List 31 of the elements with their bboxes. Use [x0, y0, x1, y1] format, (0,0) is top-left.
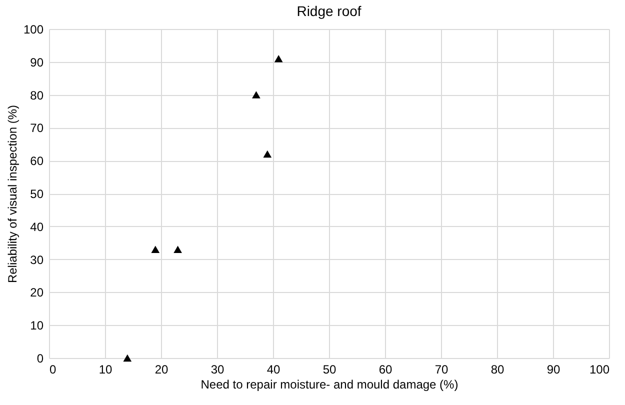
y-axis-title: Reliability of visual inspection (%)	[5, 104, 20, 284]
point	[274, 54, 283, 62]
y-tick-label: 100	[23, 22, 44, 36]
point	[252, 91, 260, 98]
x-tick-label: 10	[98, 362, 112, 376]
chart-title: Ridge roof	[296, 3, 362, 19]
x-tick-label: 20	[154, 362, 168, 376]
x-tick-label: 0	[50, 362, 56, 376]
point	[123, 354, 132, 362]
y-tick-label: 70	[30, 121, 44, 136]
x-tick-label: 80	[490, 362, 504, 376]
y-tick-label: 90	[30, 55, 44, 70]
x-tick-label: 40	[266, 362, 280, 376]
y-tick-label: 80	[30, 88, 44, 102]
y-tick-label: 50	[30, 187, 44, 201]
x-tick-label: 100	[589, 362, 610, 376]
y-tick-label: 20	[30, 286, 44, 300]
point	[263, 150, 272, 158]
point	[151, 246, 160, 254]
y-tick-label: 10	[30, 318, 44, 333]
x-axis-title: Need to repair moisture- and mould damage (%)	[200, 378, 458, 392]
y-tick-label: 0	[36, 352, 44, 366]
y-tick-label: 30	[30, 252, 44, 267]
x-tick-label: 60	[378, 362, 392, 376]
x-tick-label: 30	[210, 362, 224, 376]
point	[174, 246, 182, 254]
x-tick-label: 90	[546, 362, 560, 376]
y-tick-label: 40	[30, 220, 44, 234]
x-tick-label: 70	[434, 362, 448, 376]
x-tick-label: 50	[322, 362, 336, 376]
y-tick-label: 60	[30, 154, 44, 168]
